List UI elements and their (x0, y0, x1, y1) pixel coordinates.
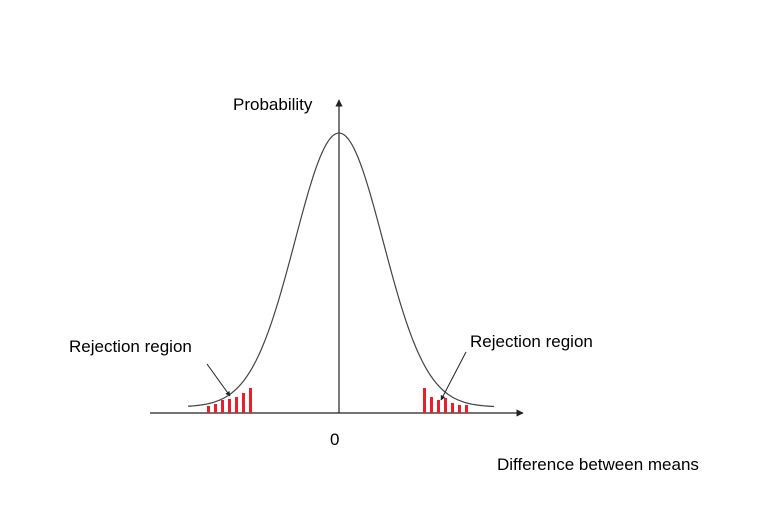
left-rejection-bar (228, 399, 231, 413)
left-rejection-bar (235, 397, 238, 413)
right-rejection-bar (451, 403, 454, 413)
left-rejection-pointer (206, 363, 231, 397)
left-rejection-bar (207, 406, 210, 413)
right-rejection-bar (423, 388, 426, 413)
right-rejection-bar (465, 405, 468, 413)
right-rejection-pointer (440, 351, 467, 401)
probability-curve (187, 132, 495, 408)
x-axis-label: Difference between means (497, 455, 699, 474)
right-rejection-label: Rejection region (470, 332, 593, 351)
left-rejection-bar (221, 400, 224, 413)
right-rejection-bar (444, 398, 447, 413)
origin-label: 0 (330, 430, 340, 449)
y-axis-label: Probability (233, 95, 313, 114)
left-rejection-bar (249, 388, 252, 413)
right-rejection-bar (437, 400, 440, 413)
left-rejection-label: Rejection region (69, 337, 192, 356)
right-rejection-bar (430, 397, 433, 413)
left-rejection-bar (214, 404, 217, 413)
right-rejection-bar (458, 405, 461, 413)
left-rejection-bars (207, 388, 252, 413)
right-rejection-bars (423, 388, 468, 413)
left-rejection-bar (242, 393, 245, 413)
